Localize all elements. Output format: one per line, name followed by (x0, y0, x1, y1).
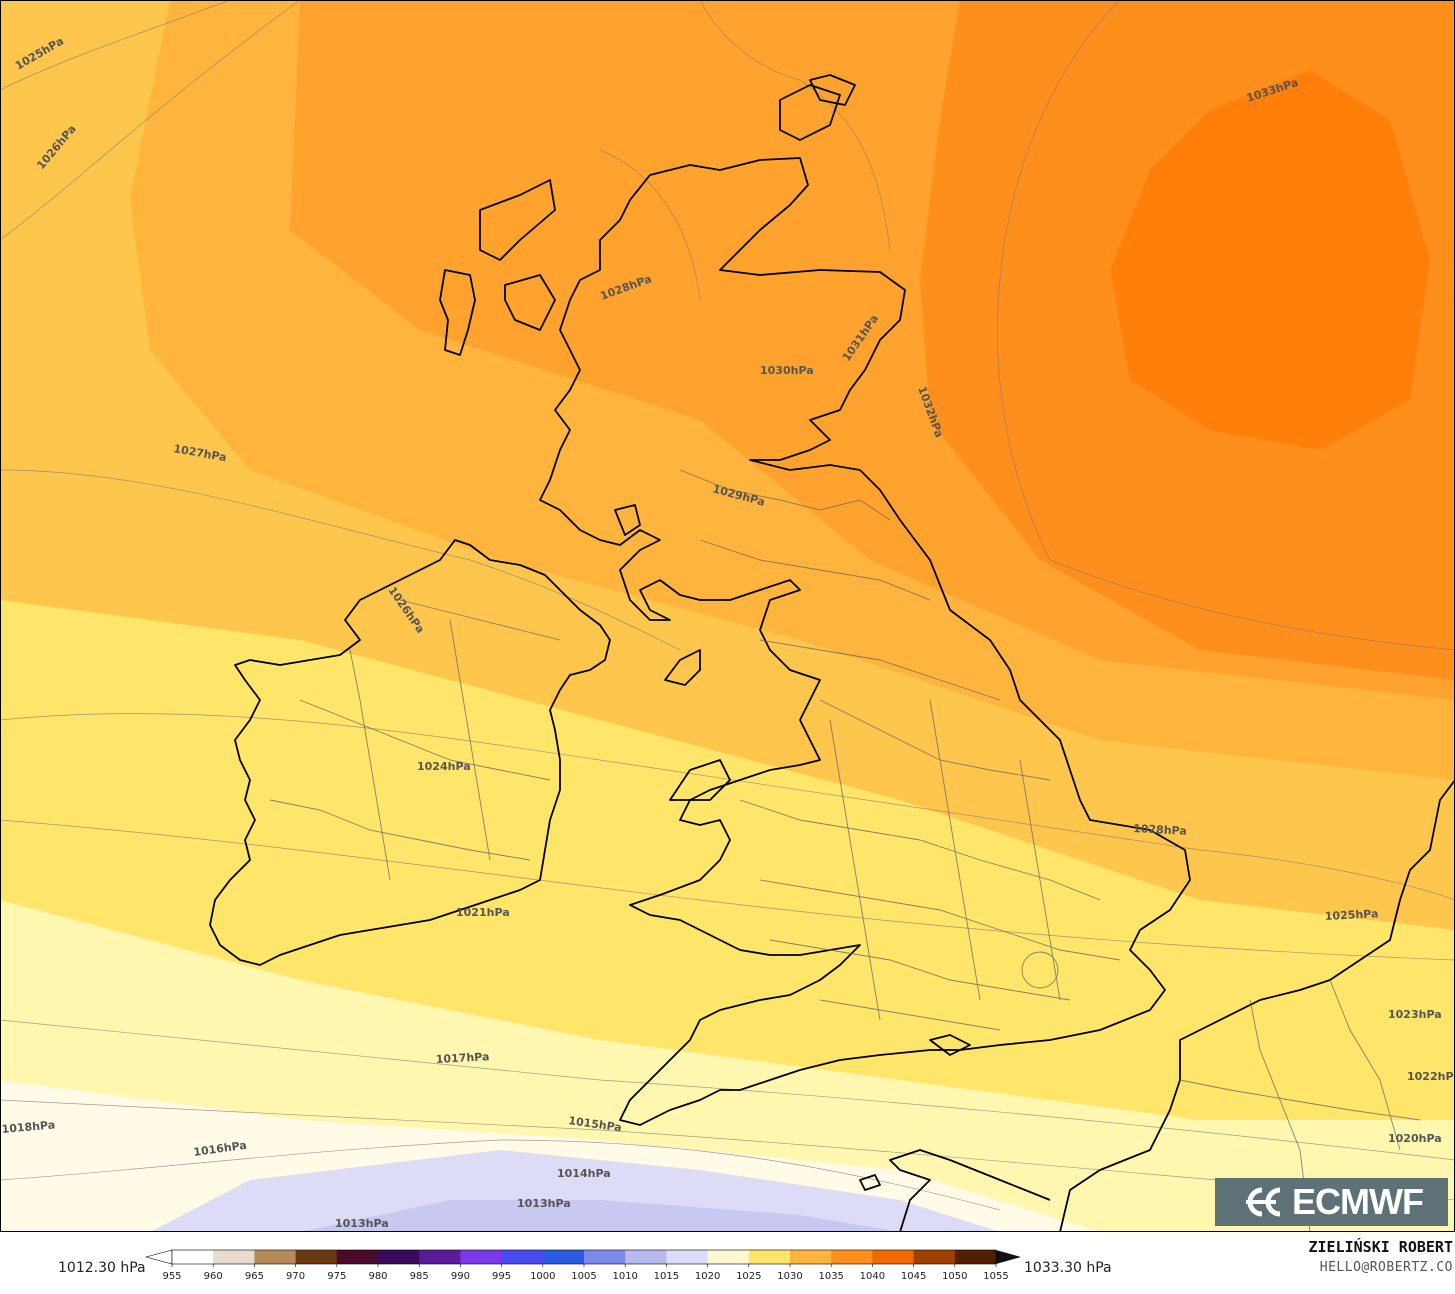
band-deep-orange (1110, 70, 1430, 450)
credit-name: ZIELIŃSKI ROBERT (1308, 1238, 1454, 1256)
colorbar-tick-label: 980 (368, 1271, 387, 1282)
colorbar-arrow-right (996, 1250, 1021, 1264)
colorbar-swatch (419, 1250, 461, 1264)
coastlines (209, 74, 1455, 1232)
isobar-label: 1030hPa (760, 364, 814, 377)
colorbar-tick-label: 1000 (530, 1271, 555, 1282)
colorbar-tick-label: 1045 (901, 1271, 926, 1282)
anglesey (669, 759, 731, 801)
colorbar-tick-label: 985 (410, 1271, 429, 1282)
colorbar-tick-label: 1055 (983, 1271, 1008, 1282)
great-britain-coast (539, 157, 1191, 1126)
colorbar-swatch (254, 1250, 297, 1264)
colorbar: 955 960 965 970 975 980 985 990 995 1000 1005 1010 1… (144, 1249, 1021, 1282)
colorbar-tick-label: 1015 (654, 1271, 679, 1282)
colorbar-swatch (542, 1250, 585, 1264)
colorbar-swatch (501, 1250, 544, 1264)
colorbar-swatch (625, 1250, 667, 1264)
normandy-coast (889, 1149, 1051, 1232)
isobar-label: 1013hPa (517, 1197, 571, 1210)
skye (504, 274, 556, 331)
colorbar-max-label: 1033.30 hPa (1024, 1260, 1112, 1276)
band-periwinkle (300, 1200, 900, 1232)
isobar-label: 1023hPa (1388, 1008, 1442, 1021)
colorbar-tick-label: 1050 (942, 1271, 967, 1282)
colorbar-swatch (584, 1250, 626, 1264)
isobar-label: 1017hPa (435, 1050, 489, 1066)
hebrides (439, 269, 476, 356)
shetland (809, 74, 856, 106)
colorbar-swatch (790, 1250, 832, 1264)
isobar-label: 1028hPa (1133, 822, 1187, 838)
isobar-label: 1013hPa (335, 1217, 389, 1230)
colorbar-swatch (295, 1250, 338, 1264)
isle-of-man (664, 649, 701, 686)
ecmwf-logo: ECMWF (1215, 1178, 1448, 1226)
colorbar-swatch (913, 1250, 956, 1264)
colorbar-tick-label: 965 (245, 1271, 264, 1282)
isle-of-wight (929, 1034, 971, 1056)
orkney (779, 84, 841, 141)
colorbar-swatch (872, 1250, 915, 1264)
colorbar-swatch (378, 1250, 420, 1264)
isobar-label: 1018hPa (1, 1118, 56, 1136)
legend-footer: 1012.30 hPa 955 960 965 970 975 980 985 990 995 1… (0, 1232, 1455, 1287)
band-lavender (150, 1150, 1000, 1232)
colorbar-tick-label: 975 (327, 1271, 346, 1282)
lewis (479, 179, 556, 261)
ecmwf-logo-text: ECMWF (1292, 1181, 1424, 1222)
colorbar-swatch (172, 1250, 214, 1264)
colorbar-swatch (460, 1250, 503, 1264)
colorbar-tick-label: 960 (204, 1271, 223, 1282)
colorbar-min-label: 1012.30 hPa (58, 1260, 146, 1276)
colorbar-swatch (336, 1250, 379, 1264)
colorbar-swatch (666, 1250, 709, 1264)
colorbar-tick-label: 995 (492, 1271, 511, 1282)
credit-email: HELLO@ROBERTZ.CO (1319, 1260, 1453, 1275)
colorbar-swatch (213, 1250, 255, 1264)
colorbar-tick-label: 970 (286, 1271, 305, 1282)
colorbar-swatch (954, 1250, 997, 1264)
colorbar-swatches (144, 1249, 1021, 1265)
colorbar-tick-label: 1040 (860, 1271, 885, 1282)
colorbar-tick-label: 990 (451, 1271, 470, 1282)
isobar-lines (0, 0, 1455, 1211)
arran (614, 504, 641, 536)
isobar-label: 1022hPa (1407, 1070, 1455, 1083)
colorbar-tick-label: 955 (162, 1271, 181, 1282)
colorbar-tick-label: 1025 (736, 1271, 761, 1282)
colorbar-tick-label: 1005 (571, 1271, 596, 1282)
colorbar-swatch (707, 1250, 750, 1264)
isobar-label: 1024hPa (417, 760, 471, 773)
colorbar-swatch (748, 1250, 791, 1264)
isobar-label: 1014hPa (557, 1167, 611, 1180)
channel-islands (859, 1174, 881, 1191)
isobar-label: 1021hPa (456, 906, 510, 919)
pressure-map: 1025hPa 1026hPa 1027hPa 1028hPa 1030hPa … (0, 0, 1455, 1232)
colorbar-tick-label: 1020 (695, 1271, 720, 1282)
isobar-label: 1020hPa (1388, 1132, 1442, 1145)
colorbar-arrow-left (144, 1249, 173, 1265)
colorbar-tick-label: 1035 (818, 1271, 843, 1282)
isobar-label: 1025hPa (1324, 907, 1378, 923)
colorbar-tick-label: 1010 (612, 1271, 637, 1282)
colorbar-ticks: 955 960 965 970 975 980 985 990 995 1000 1005 1010 1… (162, 1264, 1009, 1282)
colorbar-swatch (831, 1250, 873, 1264)
ireland-coast (209, 539, 611, 966)
colorbar-tick-label: 1030 (777, 1271, 802, 1282)
admin-boundaries (269, 469, 1421, 1232)
france-coast (1059, 779, 1455, 1232)
ecmwf-logo-icon (1246, 1187, 1281, 1217)
